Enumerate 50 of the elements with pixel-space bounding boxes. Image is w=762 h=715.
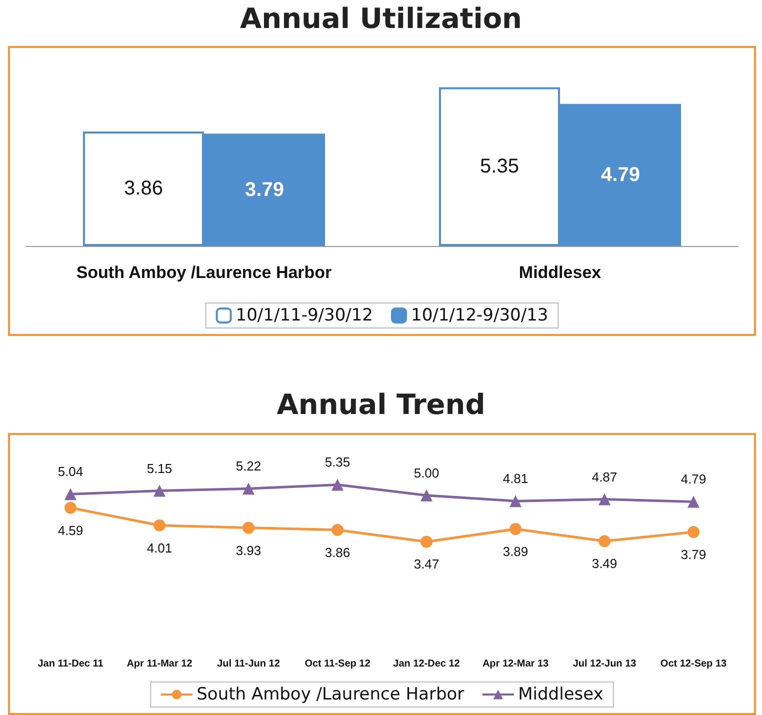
data-label: 3.47 (414, 556, 440, 572)
chart-title: Annual Trend (276, 388, 486, 421)
legend-label: 10/1/12-9/30/13 (411, 306, 548, 326)
data-label: 3.86 (324, 544, 350, 560)
data-label: 5.35 (324, 454, 350, 470)
point (420, 489, 432, 502)
point (64, 488, 76, 500)
legend-label: South Amboy /Laurence Harbor (196, 684, 464, 704)
point (510, 523, 522, 535)
point (420, 536, 432, 548)
point (510, 495, 522, 508)
data-label: 4.01 (146, 540, 172, 556)
x-tick-label: Jan 11-Dec 11 (38, 658, 104, 670)
point (154, 519, 166, 532)
data-label: 3.93 (236, 542, 262, 558)
x-tick-label: Oct 11-Sep 12 (304, 658, 371, 670)
data-label: 5.15 (146, 460, 172, 476)
data-label: 3.86 (124, 178, 163, 200)
data-label: 5.35 (480, 156, 519, 178)
data-label: 4.87 (592, 469, 618, 484)
point (332, 478, 344, 491)
x-tick-label: Jul 12-Jun 13 (572, 658, 637, 670)
point (64, 502, 76, 514)
point (688, 526, 700, 538)
x-tick-label: Jan 12-Dec 12 (393, 658, 460, 670)
point (242, 522, 254, 534)
legend-label: Middlesex (518, 684, 604, 704)
data-label: 3.89 (502, 544, 528, 560)
data-label: 5.22 (236, 458, 262, 474)
point (242, 482, 254, 495)
x-tick-label: Oct 12-Sep 13 (660, 658, 728, 670)
point (598, 493, 610, 506)
data-label: 5.00 (414, 465, 440, 480)
data-label: 3.79 (245, 178, 284, 201)
data-label: 3.79 (680, 547, 706, 562)
data-label: 5.04 (58, 464, 84, 480)
point (154, 484, 166, 497)
point (598, 535, 610, 548)
x-tick-label: Jul 11-Jun 12 (217, 658, 280, 670)
data-label: 3.49 (592, 556, 618, 572)
x-tick-label: Apr 12-Mar 13 (482, 658, 550, 670)
data-label: 4.79 (680, 472, 706, 487)
point (332, 524, 344, 536)
data-label: 4.81 (502, 471, 528, 486)
data-label: 4.79 (601, 164, 640, 186)
point (688, 496, 700, 508)
x-tick-label: Apr 11-Mar 12 (126, 658, 193, 670)
legend-label: 10/1/11-9/30/12 (236, 306, 374, 326)
chart-title: Annual Utilization (239, 2, 523, 35)
data-label: 4.59 (58, 522, 84, 538)
